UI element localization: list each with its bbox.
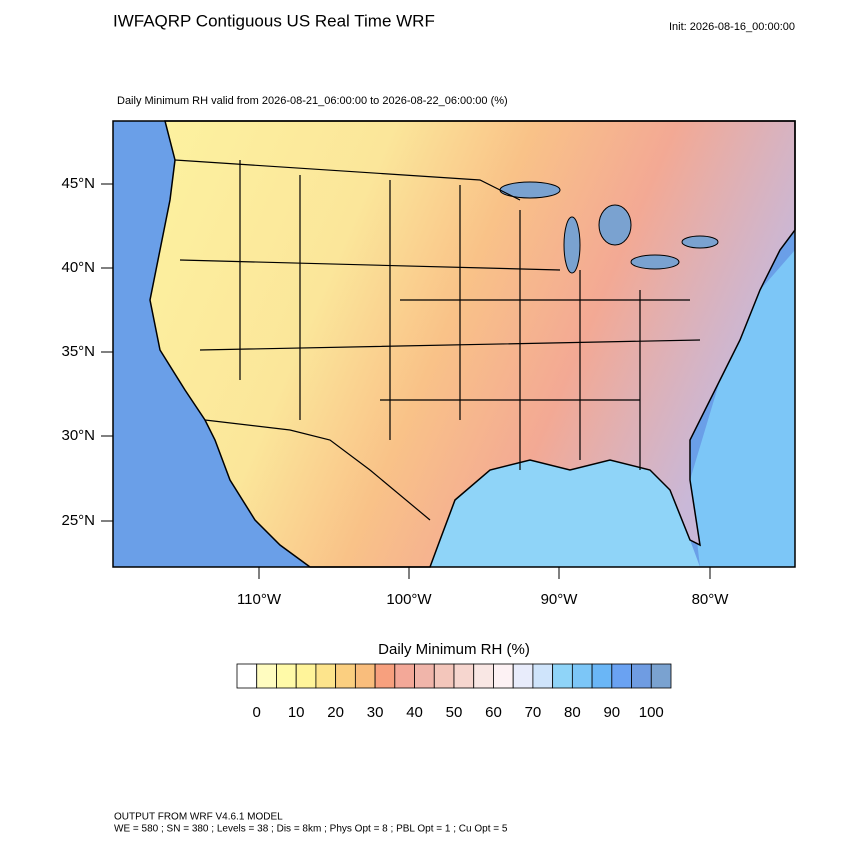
footer-line: WE = 580 ; SN = 380 ; Levels = 38 ; Dis …	[114, 824, 508, 835]
colorbar-label: 60	[485, 704, 502, 721]
lon-label: 80°W	[692, 591, 730, 608]
atlantic	[690, 250, 795, 567]
lat-label: 45°N	[61, 175, 95, 192]
colorbar-box	[354, 663, 376, 689]
map-frame	[112, 120, 796, 568]
lat-label: 35°N	[61, 343, 95, 360]
colorbar-label: 10	[288, 704, 305, 721]
colorbar-box	[650, 663, 672, 689]
colorbar-box	[236, 663, 258, 689]
colorbar-box	[276, 663, 297, 689]
colorbar-box	[315, 663, 337, 689]
colorbar-box	[631, 663, 652, 689]
init-time: Init: 2026-08-16_00:00:00	[669, 21, 795, 33]
colorbar-label: 0	[253, 704, 261, 721]
title: IWFAQRP Contiguous US Real Time WRF	[113, 11, 435, 30]
colorbar-label: 70	[525, 704, 542, 721]
borders	[174, 159, 701, 521]
colorbar-box	[414, 663, 435, 689]
colorbar-box	[571, 663, 593, 689]
lat-label: 40°N	[61, 259, 95, 276]
lat-label: 25°N	[61, 512, 95, 529]
colorbar-box	[394, 663, 415, 689]
colorbar: 0 10 20 30 40 50 60 70 80 90 100	[236, 663, 672, 721]
lon-label: 100°W	[386, 591, 432, 608]
axes: 45°N 40°N 35°N 30°N 25°N 110°W 100°W 90°W 80°W	[61, 175, 729, 608]
colorbar-label: 80	[564, 704, 581, 721]
colorbar-title: Daily Minimum RH (%)	[378, 641, 530, 658]
colorbar-box	[335, 663, 356, 689]
lon-label: 110°W	[237, 591, 282, 608]
colorbar-box	[453, 663, 475, 689]
map-subtitle: Daily Minimum RH valid from 2026-08-21_0…	[117, 95, 508, 107]
colorbar-box	[433, 663, 455, 689]
great-lakes	[499, 181, 719, 274]
colorbar-box	[256, 663, 277, 689]
lon-label: 90°W	[541, 591, 579, 608]
colorbar-label: 30	[367, 704, 384, 721]
colorbar-box	[611, 663, 632, 689]
colorbar-box	[473, 663, 494, 689]
lat-label: 30°N	[61, 427, 95, 444]
colorbar-label: 50	[446, 704, 463, 721]
colorbar-label: 20	[327, 704, 344, 721]
colorbar-box	[295, 663, 317, 689]
colorbar-box	[591, 663, 613, 689]
colorbar-label: 100	[639, 704, 664, 721]
colorbar-box	[512, 663, 534, 689]
colorbar-box	[532, 663, 554, 689]
footer-line: OUTPUT FROM WRF V4.6.1 MODEL	[114, 812, 283, 823]
gulf	[430, 460, 700, 567]
colorbar-box	[552, 663, 573, 689]
colorbar-box	[374, 663, 396, 689]
colorbar-label: 90	[603, 704, 620, 721]
map	[112, 120, 796, 568]
colorbar-label: 40	[406, 704, 423, 721]
colorbar-box	[493, 663, 514, 689]
